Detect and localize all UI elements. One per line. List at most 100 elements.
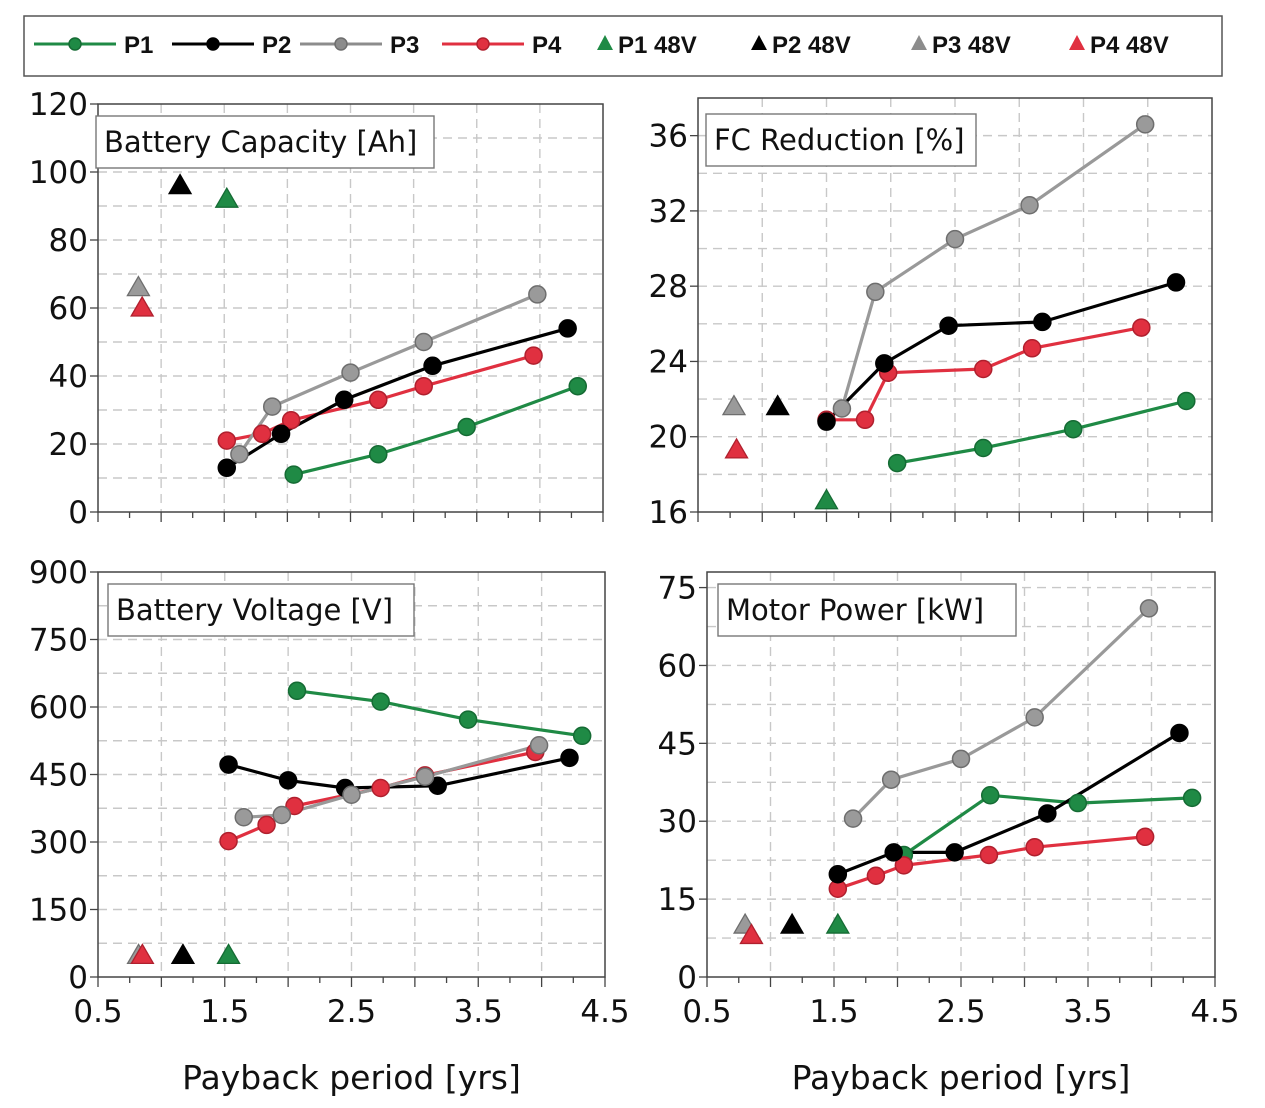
y-tick-label: 45: [658, 726, 697, 762]
data-point-p2: [1033, 312, 1052, 332]
y-tick-label: 15: [658, 882, 697, 918]
x-axis-label: Payback period [yrs]: [792, 1058, 1131, 1097]
panel-title-box: [107, 583, 415, 637]
y-tick-label: 36: [649, 119, 688, 155]
x-tick-label: 4.5: [580, 994, 629, 1030]
panel-title-box: [95, 115, 435, 169]
data-point-p3: [843, 809, 863, 828]
data-point-p4: [281, 410, 301, 430]
data-point-p2: [560, 748, 579, 768]
panel-title: Motor Power [kW]: [726, 593, 984, 627]
data-point-p2-48v: [170, 943, 196, 965]
data-point-p4: [979, 845, 999, 865]
data-point-p4: [1135, 827, 1155, 847]
legend-item: P1 48V: [597, 32, 697, 59]
data-point-p2-48v: [779, 912, 805, 934]
data-point-p4: [894, 856, 914, 875]
data-point-p3: [1025, 708, 1044, 727]
y-tick-label: 80: [49, 223, 88, 259]
legend-item: P3 48V: [911, 32, 1011, 59]
data-point-p1: [1177, 391, 1196, 411]
data-point-p1: [287, 681, 307, 701]
series-line-p1: [902, 793, 1193, 857]
legend-label: P2 48V: [772, 32, 851, 59]
data-point-p3: [832, 399, 852, 418]
legend-marker: [476, 37, 490, 51]
data-point-p4: [219, 831, 238, 851]
data-point-p1-48v: [814, 488, 839, 510]
data-point-p2: [939, 316, 958, 335]
data-point-p1: [572, 726, 592, 746]
y-tick-label: 20: [49, 427, 88, 463]
data-point-p3: [1020, 196, 1039, 215]
data-point-p2: [1166, 273, 1186, 292]
x-tick-label: 0.5: [73, 994, 122, 1030]
data-point-p4: [285, 796, 304, 816]
legend-marker: [1069, 35, 1085, 50]
chart-panel: 16 20 24 28 32 36 FC Reduction [%]: [649, 97, 1213, 531]
x-tick-label: 2.5: [936, 994, 985, 1030]
data-point-p1: [284, 465, 303, 484]
data-point-p1: [1063, 419, 1083, 439]
x-axis-label: Payback period [yrs]: [182, 1058, 521, 1097]
data-point-p3: [866, 282, 885, 302]
data-point-p4: [866, 866, 886, 885]
legend-item: P3: [300, 32, 419, 59]
data-point-p3: [341, 363, 360, 382]
data-point-p3: [945, 229, 965, 249]
data-point-p3: [529, 736, 549, 755]
data-point-p4: [974, 359, 993, 379]
y-tick-label: 16: [649, 495, 688, 531]
data-point-p1: [568, 376, 587, 396]
y-tick-label: 28: [649, 269, 688, 305]
y-tick-label: 750: [29, 623, 88, 659]
data-point-p4: [369, 390, 388, 410]
data-point-p2: [217, 458, 237, 478]
data-point-p3: [528, 285, 547, 304]
y-tick-label: 0: [68, 960, 88, 996]
data-point-p2: [817, 412, 836, 431]
data-point-p4: [855, 410, 875, 430]
y-tick-label: 60: [49, 291, 88, 327]
y-tick-label: 150: [29, 893, 88, 929]
legend-label: P4 48V: [1090, 32, 1169, 59]
legend-label: P2: [262, 32, 291, 59]
data-point-p3: [951, 749, 971, 769]
legend: P1 P2 P3 P4 P1 48V P2 48V P3 48V P4 48V: [23, 15, 1223, 77]
legend-marker: [206, 37, 220, 51]
series-line-p1: [896, 399, 1187, 465]
legend-label: P3: [390, 32, 419, 59]
y-tick-label: 600: [29, 690, 88, 726]
data-point-p3: [881, 770, 901, 789]
legend-item: P2 48V: [751, 32, 851, 59]
series-line-p1: [293, 384, 579, 477]
panel-title: Battery Capacity [Ah]: [104, 125, 417, 159]
data-point-p3: [234, 808, 254, 827]
data-point-p4: [257, 815, 276, 835]
legend-marker: [68, 37, 82, 51]
legend-item: P1: [34, 32, 153, 59]
panel-title-box: [705, 113, 977, 167]
y-tick-label: 900: [29, 555, 88, 591]
x-tick-label: 3.5: [454, 994, 503, 1030]
legend-label: P1 48V: [618, 32, 697, 59]
y-tick-label: 450: [29, 758, 88, 794]
data-point-p2: [828, 864, 848, 884]
legend-marker: [911, 35, 927, 50]
data-point-p3: [342, 785, 361, 804]
y-tick-label: 0: [677, 960, 697, 996]
x-tick-label: 3.5: [1063, 994, 1112, 1030]
y-tick-label: 40: [49, 359, 88, 395]
x-tick-label: 2.5: [327, 994, 376, 1030]
data-point-p3-48v: [126, 275, 151, 297]
data-point-p2: [278, 771, 298, 790]
x-tick-label: 0.5: [682, 994, 731, 1030]
data-point-p3: [1139, 599, 1159, 618]
legend-label: P4: [532, 32, 562, 59]
y-tick-label: 24: [649, 344, 688, 380]
panel-title: FC Reduction [%]: [714, 123, 965, 157]
data-point-p3: [272, 805, 292, 825]
data-point-p2: [1170, 723, 1189, 743]
data-point-p1: [371, 692, 390, 711]
